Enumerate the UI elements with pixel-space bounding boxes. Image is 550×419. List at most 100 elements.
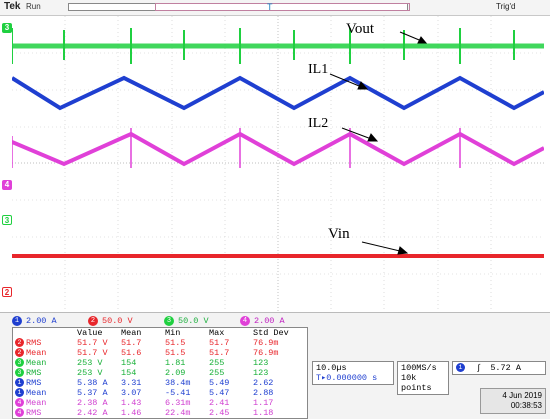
header-cell: Max [209,328,225,338]
row-mean: 1.43 [121,398,142,408]
row-min: 38.4m [165,378,191,388]
row-value: 253 V [77,368,103,378]
measurement-row[interactable]: 4 RMS 2.42 A 1.46 22.4m 2.45 1.18 [13,408,307,418]
measurement-row[interactable]: 1 RMS 5.38 A 3.31 38.4m 5.49 2.62 [13,378,307,388]
ch3-badge: 3 [164,316,174,326]
row-min: 1.81 [165,358,186,368]
header-cell: Mean [121,328,142,338]
row-value: 5.38 A [77,378,108,388]
ch2-ground-marker[interactable]: 2 [2,287,12,297]
acquisition-readout[interactable]: 100MS/s 10k points [397,361,449,395]
row-channel-badge: 1 [15,378,24,387]
row-std: 123 [253,358,269,368]
row-mean: 3.31 [121,378,142,388]
trigger-position-icon[interactable]: T [267,2,273,12]
measurement-header: Value Mean Min Max Std Dev [13,328,307,338]
measurement-row[interactable]: 2 RMS 51.7 V 51.7 51.5 51.7 76.9m [13,338,307,348]
row-max: 51.7 [209,348,230,358]
row-min: 51.5 [165,348,186,358]
measurement-row[interactable]: 2 Mean 51.7 V 51.6 51.5 51.7 76.9m [13,348,307,358]
row-name: Mean [26,358,47,368]
date-time-readout: 4 Jun 2019 00:38:53 [480,388,546,414]
row-min: 2.09 [165,368,186,378]
ch2-badge: 2 [88,316,98,326]
row-std: 76.9m [253,338,279,348]
measurement-row[interactable]: 4 Mean 2.38 A 1.43 6.31m 2.41 1.17 [13,398,307,408]
row-mean: 1.46 [121,408,142,418]
row-min: 22.4m [165,408,191,418]
ch4-scale-value: 2.00 A [254,316,285,326]
row-std: 2.62 [253,378,274,388]
timebase-readout[interactable]: 10.0µs T▸0.000000 s [312,361,394,385]
timebase-position: 0.000000 s [326,373,378,383]
measurement-row[interactable]: 3 RMS 253 V 154 2.09 255 123 [13,368,307,378]
row-name: Mean [26,398,47,408]
ch3-marker[interactable]: 3 [2,23,12,33]
row-channel-badge: 3 [15,358,24,367]
ch1-badge: 1 [12,316,22,326]
row-value: 2.42 A [77,408,108,418]
row-channel-badge: 2 [15,338,24,347]
row-name: RMS [26,338,42,348]
vout-trace [12,28,544,64]
status-bar: Tek Run T Trig'd [0,0,550,16]
row-max: 2.41 [209,398,230,408]
ch4-scale[interactable]: 4 2.00 A [240,316,285,327]
ch3-scale[interactable]: 3 50.0 V [164,316,209,327]
row-name: Mean [26,348,47,358]
row-max: 255 [209,368,225,378]
measurement-row[interactable]: 1 Mean 5.37 A 3.07 -5.41 5.47 2.88 [13,388,307,398]
timebase-scale: 10.0µs [316,363,347,373]
row-std: 123 [253,368,269,378]
brand-logo: Tek [4,1,21,12]
waveform-graticule [12,16,544,311]
run-state: Run [26,2,41,11]
header-cell: Min [165,328,181,338]
row-value: 2.38 A [77,398,108,408]
row-channel-badge: 4 [15,398,24,407]
row-min: -5.41 [165,388,191,398]
row-name: RMS [26,368,42,378]
ch3-ground-marker[interactable]: 3 [2,215,12,225]
record-length: 10k points [401,373,432,393]
record-view-window[interactable] [155,3,410,11]
row-name: RMS [26,378,42,388]
ch3-scale-value: 50.0 V [178,316,209,326]
header-cell: Std Dev [253,328,289,338]
vin-label: Vin [328,226,350,242]
row-value: 253 V [77,358,103,368]
trigger-readout[interactable]: 1 ∫ 5.72 A [452,361,546,375]
timebase-icon: T▸ [316,373,327,383]
ch2-scale-value: 50.0 V [102,316,133,326]
row-max: 5.47 [209,388,230,398]
ch1-scale[interactable]: 1 2.00 A [12,316,57,327]
row-value: 51.7 V [77,348,108,358]
row-max: 51.7 [209,338,230,348]
row-std: 1.17 [253,398,274,408]
trigger-level: 5.72 A [490,363,521,373]
row-value: 51.7 V [77,338,108,348]
row-channel-badge: 1 [15,388,24,397]
ch2-scale[interactable]: 2 50.0 V [88,316,133,327]
sample-rate: 100MS/s [401,363,437,373]
il2-label: IL2 [308,116,329,131]
row-std: 76.9m [253,348,279,358]
row-mean: 154 [121,358,137,368]
row-mean: 51.7 [121,338,142,348]
time: 00:38:53 [510,401,542,410]
row-max: 255 [209,358,225,368]
row-min: 51.5 [165,338,186,348]
vout-label: Vout [346,21,375,37]
row-channel-badge: 4 [15,408,24,417]
row-max: 2.45 [209,408,230,418]
trigger-status: Trig'd [496,2,516,11]
ch1-scale-value: 2.00 A [26,316,57,326]
row-mean: 51.6 [121,348,142,358]
row-channel-badge: 3 [15,368,24,377]
measurement-row[interactable]: 3 Mean 253 V 154 1.81 255 123 [13,358,307,368]
waveform-display[interactable]: Vout IL1 IL2 Vin [12,16,544,311]
ch4-marker[interactable]: 4 [2,180,12,190]
row-value: 5.37 A [77,388,108,398]
measurement-table: Value Mean Min Max Std Dev 2 RMS 51.7 V 5… [12,327,308,419]
row-max: 5.49 [209,378,230,388]
